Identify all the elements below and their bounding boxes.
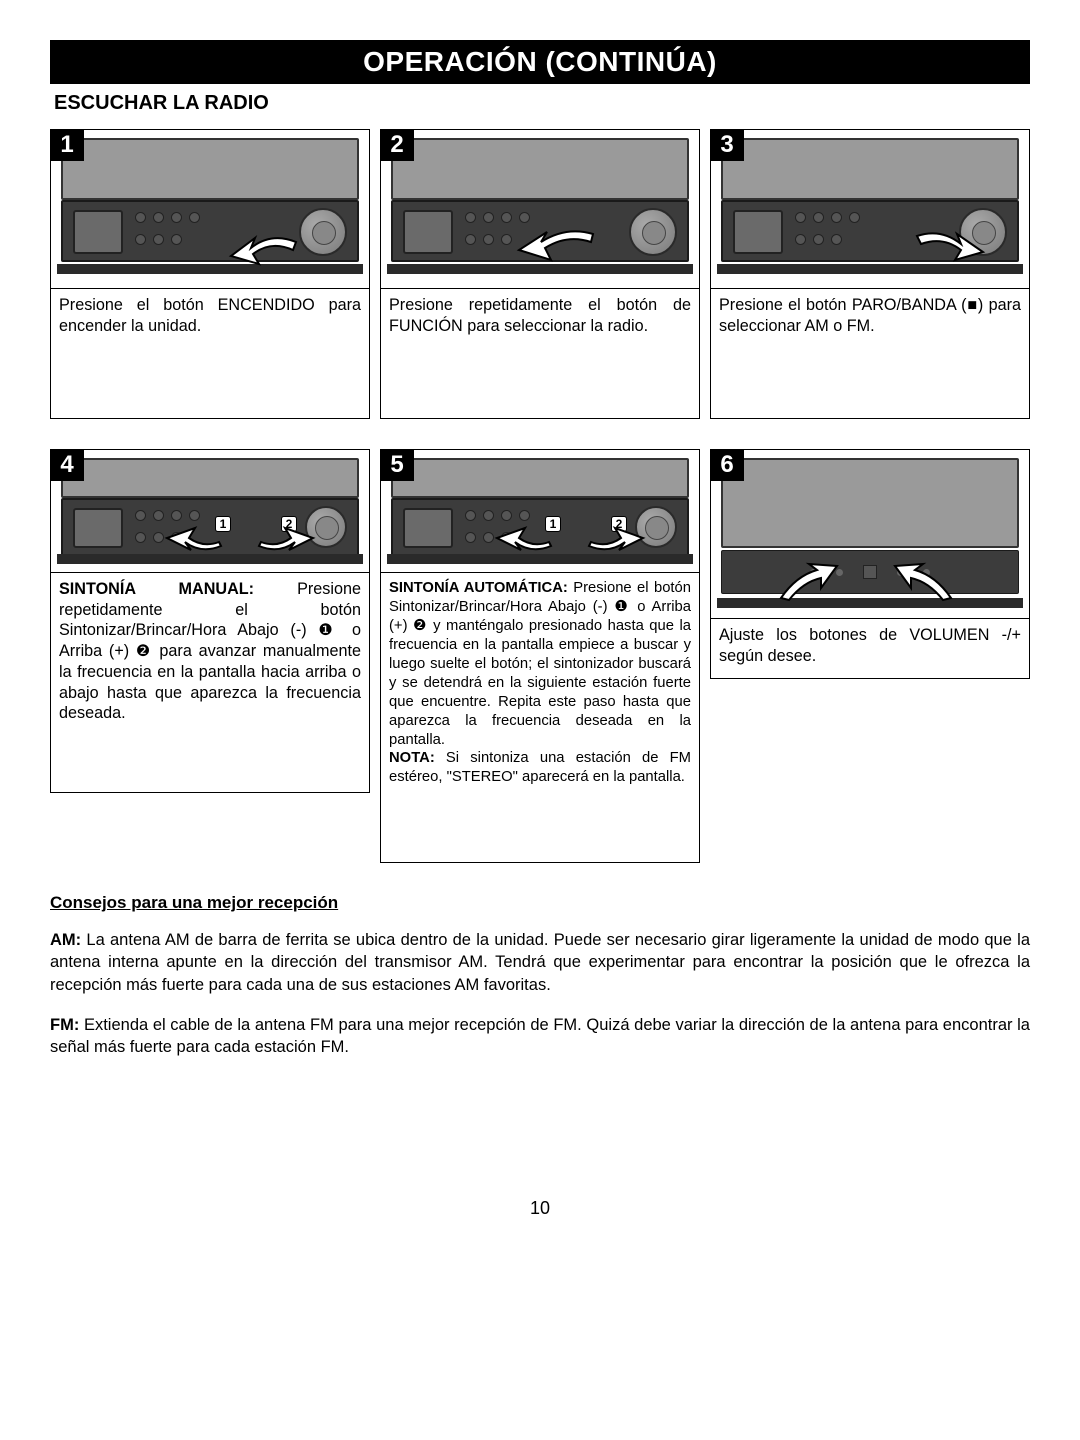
step-number: 6 bbox=[710, 449, 744, 481]
step-number: 3 bbox=[710, 129, 744, 161]
step-5: 5 1 2 SINTONÍA AUTOMÁTICA: Presione el b… bbox=[380, 449, 700, 863]
step-illustration bbox=[380, 129, 700, 289]
note-text: Si sintoniza una estación de FM estéreo,… bbox=[389, 750, 691, 785]
steps-row-2: 4 1 2 SINTONÍA MANUAL: Presione repetida… bbox=[50, 449, 1030, 863]
arrow-up-left-icon bbox=[771, 558, 851, 608]
arrow-right-icon bbox=[581, 520, 651, 560]
note-label: NOTA: bbox=[389, 750, 435, 766]
step-text: SINTONÍA MANUAL: Presione repetidamente … bbox=[50, 573, 370, 793]
tip-text: La antena AM de barra de ferrita se ubic… bbox=[50, 931, 1030, 994]
section-title: ESCUCHAR LA RADIO bbox=[54, 92, 1030, 115]
step-6: 6 Ajuste los botones de VOLUMEN -/+ segú… bbox=[710, 449, 1030, 679]
step-text: Presione el botón PARO/BANDA (■) para se… bbox=[710, 289, 1030, 419]
tip-text: Extienda el cable de la antena FM para u… bbox=[50, 1016, 1030, 1056]
arrow-icon bbox=[221, 230, 301, 280]
arrow-left-icon bbox=[491, 520, 561, 560]
step-body: Presione repetidamente el botón Sintoniz… bbox=[59, 580, 361, 722]
arrow-up-right-icon bbox=[881, 558, 961, 608]
step-text: Presione el botón ENCENDIDO para encende… bbox=[50, 289, 370, 419]
arrow-left-icon bbox=[161, 520, 231, 560]
tips-title: Consejos para una mejor recepción bbox=[50, 893, 1030, 913]
step-illustration: 1 2 bbox=[50, 449, 370, 573]
step-illustration bbox=[710, 449, 1030, 619]
step-4: 4 1 2 SINTONÍA MANUAL: Presione repetida… bbox=[50, 449, 370, 793]
steps-row-1: 1 Presione el botón ENCENDIDO para encen… bbox=[50, 129, 1030, 419]
tip-fm: FM: Extienda el cable de la antena FM pa… bbox=[50, 1014, 1030, 1059]
bold-lead: SINTONÍA AUTOMÁTICA: bbox=[389, 580, 568, 596]
step-2: 2 Presione repetidamente el botón de FUN… bbox=[380, 129, 700, 419]
step-text: Presione repetidamente el botón de FUNCI… bbox=[380, 289, 700, 419]
bold-lead: SINTONÍA MANUAL: bbox=[59, 580, 254, 598]
step-number: 4 bbox=[50, 449, 84, 481]
step-1: 1 Presione el botón ENCENDIDO para encen… bbox=[50, 129, 370, 419]
step-text: SINTONÍA AUTOMÁTICA: Presione el botón S… bbox=[380, 573, 700, 863]
step-illustration bbox=[50, 129, 370, 289]
step-body: Presione el botón Sintonizar/Brincar/Hor… bbox=[389, 580, 691, 748]
step-illustration: 1 2 bbox=[380, 449, 700, 573]
arrow-right-icon bbox=[251, 520, 321, 560]
arrow-icon bbox=[911, 226, 991, 276]
page-header: OPERACIÓN (CONTINÚA) bbox=[50, 40, 1030, 84]
tip-label: AM: bbox=[50, 931, 81, 949]
step-number: 2 bbox=[380, 129, 414, 161]
tip-label: FM: bbox=[50, 1016, 79, 1034]
step-3: 3 Presione el botón PARO/BANDA (■) para … bbox=[710, 129, 1030, 419]
tip-am: AM: La antena AM de barra de ferrita se … bbox=[50, 929, 1030, 996]
arrow-icon bbox=[511, 226, 601, 272]
page-number: 10 bbox=[50, 1198, 1030, 1219]
step-illustration bbox=[710, 129, 1030, 289]
step-number: 5 bbox=[380, 449, 414, 481]
step-number: 1 bbox=[50, 129, 84, 161]
step-text: Ajuste los botones de VOLUMEN -/+ según … bbox=[710, 619, 1030, 679]
